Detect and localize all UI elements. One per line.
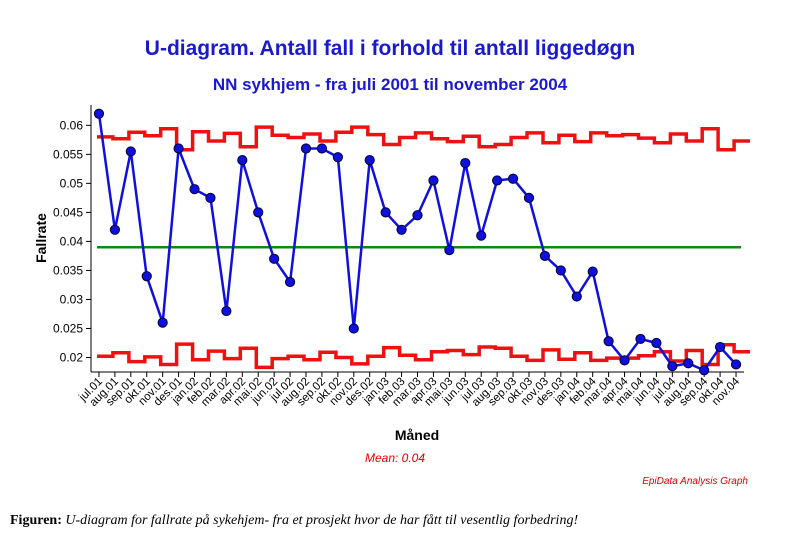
data-point: [300, 143, 312, 154]
data-point: [730, 359, 742, 370]
data-point: [635, 333, 646, 345]
figure-caption: Figuren: U-diagram for fallrate på sykeh…: [10, 513, 790, 529]
data-point: [603, 336, 614, 347]
lower-limit-line: [97, 342, 750, 370]
data-point: [253, 207, 264, 218]
y-axis-label: Fallrate: [33, 213, 49, 263]
credit-note: EpiData Analysis Graph: [642, 476, 748, 487]
data-point: [332, 152, 343, 163]
data-point: [157, 317, 168, 328]
caption-label: Figuren:: [10, 513, 62, 528]
data-point: [396, 224, 407, 235]
caption-text: U-diagram for fallrate på sykehjem- fra …: [65, 513, 579, 528]
data-point: [683, 358, 694, 369]
upper-limit-line: [97, 125, 750, 152]
y-tick-label: 0.055: [53, 147, 83, 161]
data-point: [109, 224, 120, 235]
data-point: [93, 108, 105, 119]
data-point: [141, 271, 152, 282]
data-point: [221, 305, 232, 317]
chart-subtitle: NN sykhjem - fra juli 2001 til november …: [213, 75, 568, 94]
data-point: [237, 155, 248, 166]
data-point: [284, 276, 296, 288]
data-point: [205, 192, 216, 203]
data-point: [507, 173, 519, 184]
data-point: [316, 143, 328, 154]
data-point: [125, 146, 136, 157]
y-tick-label: 0.03: [60, 292, 84, 306]
y-tick-label: 0.06: [60, 118, 84, 132]
y-tick-label: 0.035: [53, 263, 83, 277]
data-point: [173, 143, 184, 154]
data-point: [189, 184, 200, 195]
data-point: [587, 266, 598, 277]
data-point: [555, 265, 566, 276]
data-point: [364, 155, 375, 166]
y-tick-label: 0.04: [60, 234, 84, 248]
data-point: [699, 365, 710, 376]
y-tick-label: 0.02: [60, 350, 84, 364]
plot-area: 0.02 0.025 0.03 0.035 0.04 0.045 0.05 0.055 0.06…: [53, 105, 750, 409]
data-point: [651, 337, 662, 349]
data-point: [348, 323, 359, 334]
data-point: [492, 175, 503, 186]
data-point: [667, 361, 678, 372]
x-axis-label: Måned: [395, 427, 439, 443]
data-point: [412, 210, 423, 221]
mean-note: Mean: 0.04: [365, 451, 425, 465]
fallrate-line: [97, 113, 737, 372]
data-point: [523, 192, 535, 203]
data-point: [444, 245, 455, 256]
data-point: [269, 253, 280, 264]
data-point: [539, 250, 551, 262]
data-point: [476, 230, 487, 241]
data-point: [428, 175, 439, 186]
data-point: [380, 207, 391, 218]
y-tick-label: 0.045: [53, 205, 83, 219]
data-point: [571, 291, 582, 302]
data-point: [619, 355, 630, 366]
data-point: [715, 341, 726, 353]
y-tick-label: 0.05: [60, 176, 84, 190]
chart-title: U-diagram. Antall fall i forhold til ant…: [145, 37, 635, 60]
data-point: [460, 157, 471, 169]
y-tick-label: 0.025: [53, 321, 83, 335]
